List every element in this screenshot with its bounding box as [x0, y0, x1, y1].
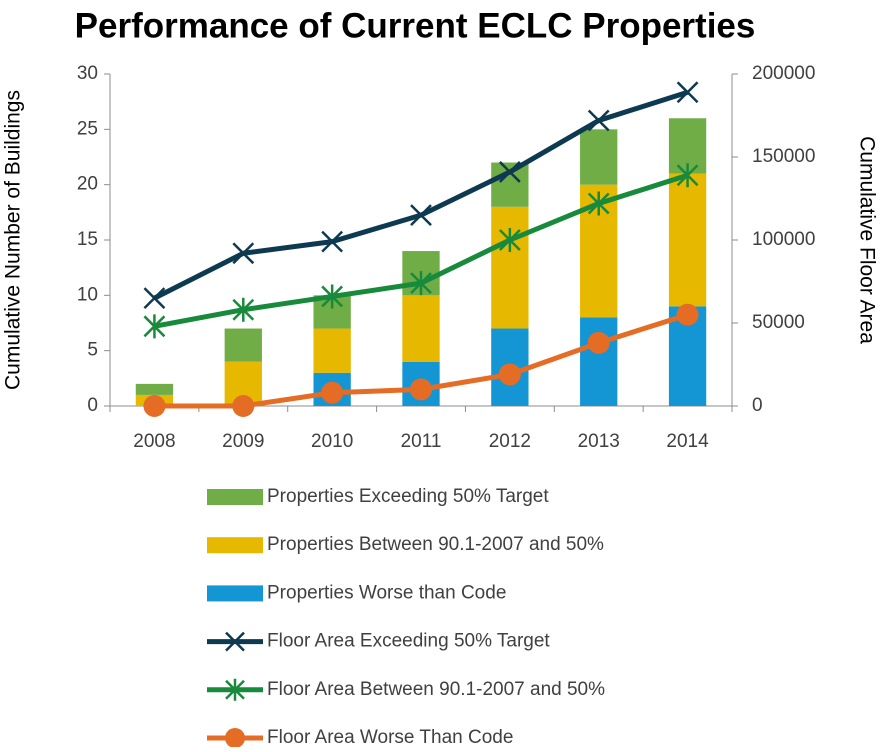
y-tick-label: 15 [77, 229, 98, 250]
legend-label: Properties Exceeding 50% Target [267, 486, 549, 507]
legend-swatch [207, 585, 263, 602]
bar [491, 206, 529, 329]
y2-tick-label: 100000 [752, 229, 815, 250]
legend-swatch [207, 537, 263, 554]
legend-label: Floor Area Between 90.1-2007 and 50% [267, 679, 605, 700]
legend-marker [225, 678, 245, 701]
marker [498, 363, 521, 386]
marker [321, 230, 344, 253]
y2-tick-label: 0 [752, 395, 763, 416]
marker [587, 331, 610, 354]
marker [410, 204, 432, 226]
legend-label: Properties Between 90.1-2007 and 50% [267, 534, 604, 555]
y-tick-label: 10 [77, 284, 98, 305]
y2-axis-label: Cumulative Floor Area [855, 136, 878, 344]
bar [402, 295, 440, 362]
y-tick-label: 25 [77, 118, 98, 139]
marker [321, 284, 344, 309]
legend-marker [225, 728, 245, 748]
marker [498, 228, 521, 252]
marker [676, 81, 699, 104]
y-tick-label: 30 [77, 63, 98, 84]
marker [410, 271, 432, 296]
x-tick-label: 2010 [311, 431, 353, 452]
x-tick-label: 2011 [401, 431, 442, 452]
marker [321, 381, 344, 404]
legend-label: Floor Area Exceeding 50% Target [267, 631, 550, 652]
legend-label: Properties Worse than Code [267, 582, 506, 603]
marker [410, 378, 432, 401]
marker [232, 395, 255, 417]
x-tick-label: 2014 [666, 431, 709, 452]
x-tick-label: 2013 [578, 431, 620, 452]
y2-tick-label: 200000 [752, 63, 815, 84]
y-axis-label: Cumulative Number of Buildings [2, 90, 25, 390]
legend-label: Floor Area Worse Than Code [267, 727, 513, 747]
marker [587, 109, 610, 132]
marker [143, 287, 166, 309]
marker [232, 297, 255, 322]
marker [143, 395, 166, 417]
marker [232, 242, 255, 265]
y2-tick-label: 150000 [752, 146, 815, 167]
marker [143, 314, 166, 339]
y-tick-label: 5 [87, 340, 98, 361]
y-tick-label: 0 [87, 395, 98, 416]
marker [676, 163, 699, 188]
bar [313, 328, 351, 373]
bar [224, 328, 262, 362]
marker [676, 303, 699, 326]
x-tick-label: 2009 [222, 431, 264, 452]
legend-marker [225, 631, 245, 652]
y2-tick-label: 50000 [752, 312, 805, 333]
bar [668, 173, 707, 307]
chart-title: Performance of Current ECLC Properties [75, 6, 756, 45]
marker [587, 191, 610, 216]
bar [135, 383, 174, 395]
x-tick-label: 2008 [133, 431, 175, 452]
marker [498, 161, 521, 183]
x-tick-label: 2012 [489, 431, 531, 452]
y-tick-label: 20 [77, 174, 98, 195]
legend-swatch [207, 489, 263, 505]
bar [580, 317, 618, 406]
bar [580, 129, 618, 185]
